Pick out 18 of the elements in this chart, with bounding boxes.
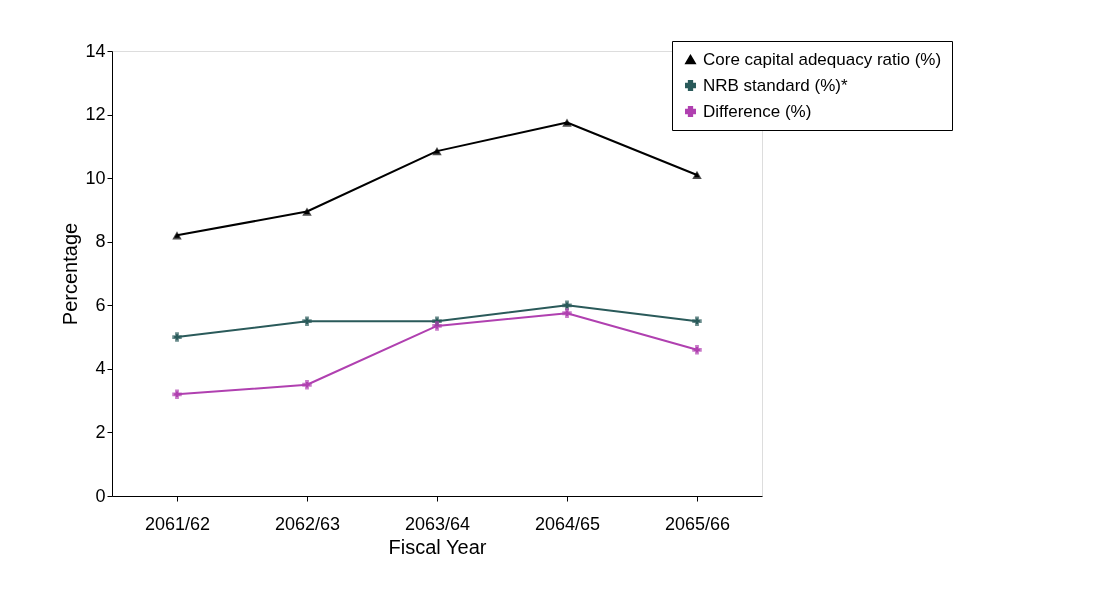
- x-tick-label: 2065/66: [664, 513, 731, 534]
- legend-label: Core capital adequacy ratio (%): [703, 49, 942, 69]
- x-tick-label: 2061/62: [144, 513, 211, 534]
- x-tick-label: 2062/63: [274, 513, 341, 534]
- legend-label: Difference (%): [703, 101, 812, 121]
- y-tick-label: 4: [95, 358, 106, 379]
- y-tick-label: 12: [85, 104, 106, 125]
- y-tick-label: 14: [85, 40, 106, 61]
- x-tick-label: 2063/64: [404, 513, 471, 534]
- y-tick-label: 6: [95, 294, 106, 315]
- y-axis-title: Percentage: [59, 222, 82, 326]
- x-axis-title: Fiscal Year: [388, 535, 487, 558]
- y-tick-label: 2: [95, 421, 106, 442]
- x-tick-label: 2064/65: [534, 513, 601, 534]
- y-tick-label: 0: [95, 485, 106, 506]
- legend-label: NRB standard (%)*: [703, 75, 848, 95]
- y-tick-label: 10: [85, 167, 106, 188]
- y-tick-label: 8: [95, 231, 106, 252]
